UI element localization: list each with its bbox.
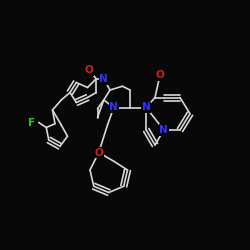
Text: N: N <box>160 125 168 135</box>
Text: N: N <box>100 74 108 84</box>
Text: O: O <box>84 65 93 75</box>
Text: F: F <box>28 118 35 128</box>
Text: O: O <box>156 70 164 80</box>
Text: N: N <box>110 102 118 113</box>
Text: O: O <box>94 148 103 158</box>
Text: N: N <box>142 102 150 113</box>
